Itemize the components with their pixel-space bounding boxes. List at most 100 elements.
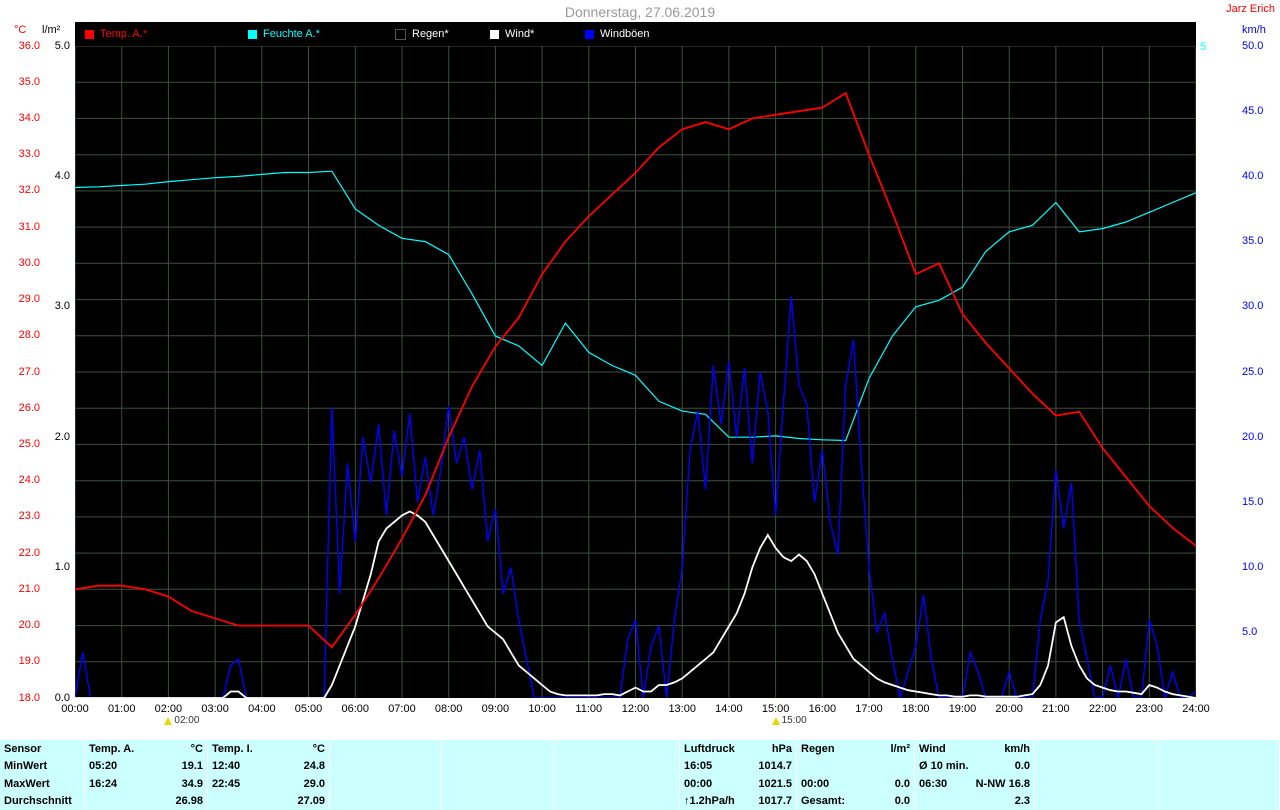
cell-time: Temp. I. <box>212 742 253 755</box>
table-cell-wind: 06:30 N-NW 16.8 <box>915 775 1035 793</box>
cell-time: Luftdruck <box>684 742 735 755</box>
series-Temp. A.* <box>75 91 1196 649</box>
wind-axis-tick: 50.0 <box>1242 39 1264 52</box>
cell-time: 12:40 <box>212 760 241 773</box>
cell-value: 1017.7 <box>758 795 792 808</box>
legend-item-2: Regen* <box>395 27 449 41</box>
x-axis-label: 20:00 <box>995 703 1023 715</box>
wind-axis-tick: 20.0 <box>1242 430 1264 443</box>
wind-axis-caption: km/h <box>1242 24 1266 36</box>
cell-time: 22:45 <box>212 777 241 790</box>
x-axis-label: 11:00 <box>575 703 603 715</box>
table-cell-regen: Gesamt: 0.0 <box>797 792 915 810</box>
temp-axis-tick: 27.0 <box>18 365 40 378</box>
table-cell-spacer5 <box>1158 757 1280 775</box>
legend-swatch-icon <box>395 28 406 40</box>
rain-axis-tick: 2.0 <box>54 430 70 443</box>
cell-value: 26.98 <box>175 795 203 808</box>
cell-value: 0.0 <box>1014 760 1030 773</box>
wind-axis-tick: 25.0 <box>1242 365 1264 378</box>
cell-time: 00:00 <box>684 777 713 790</box>
table-cell-luftdruck: ↑1.2hPa/h 1017.7 <box>680 792 797 810</box>
cell-time: 00:00 <box>801 777 830 790</box>
temp-axis-tick: 19.0 <box>18 655 40 668</box>
x-axis-label: 08:00 <box>434 703 463 715</box>
cell-time: Temp. A. <box>89 742 135 755</box>
table-cell-wind: Wind km/h <box>915 740 1035 758</box>
marker-time-label: 15:00 <box>781 715 807 726</box>
legend-label: Wind* <box>505 28 535 40</box>
cell-value: l/m² <box>890 742 910 755</box>
temp-axis-tick: 23.0 <box>18 510 40 523</box>
temp-axis-tick: 28.0 <box>18 329 40 342</box>
x-axis-label: 00:00 <box>61 703 89 715</box>
table-cell-wind: 2.3 <box>915 792 1035 810</box>
cell-time: Gesamt: <box>801 795 846 808</box>
wind-axis-tick: 40.0 <box>1242 169 1264 182</box>
cell-value: 34.9 <box>181 777 203 790</box>
cell-value: 0.0 <box>894 777 910 790</box>
table-cell-luftdruck: 16:05 1014.7 <box>680 757 797 775</box>
x-axis-label: 09:00 <box>481 703 510 715</box>
legend-swatch-icon <box>585 29 594 39</box>
temp-axis-tick: 26.0 <box>18 401 40 414</box>
cell-time: 16:05 <box>684 760 713 773</box>
table-row-label: MinWert <box>0 757 85 775</box>
table-cell-temp_a: Temp. A. °C <box>85 740 208 758</box>
cell-value: °C <box>312 742 325 755</box>
cell-time: 06:30 <box>919 777 948 790</box>
temp-axis-tick: 35.0 <box>18 75 40 88</box>
time-marker: 02:00 <box>164 715 199 726</box>
cell-value: 19.1 <box>181 760 203 773</box>
legend-swatch-icon <box>248 29 257 39</box>
marker-flag-icon <box>771 716 780 725</box>
rain-axis-tick: 4.0 <box>54 169 70 182</box>
x-axis-label: 17:00 <box>855 703 883 715</box>
temp-axis-tick: 24.0 <box>18 474 40 487</box>
cell-value: 0.0 <box>894 795 910 808</box>
temp-axis-tick: 25.0 <box>18 437 40 450</box>
table-cell-temp_i: 22:45 29.0 <box>208 775 330 793</box>
table-row-label: MaxWert <box>0 775 85 793</box>
x-axis-label: 12:00 <box>621 703 650 715</box>
x-axis-label: 07:00 <box>388 703 416 715</box>
cell-value: 2.3 <box>1014 795 1030 808</box>
table-row-label: Durchschnitt <box>0 792 85 810</box>
table-cell-spacer2 <box>441 740 555 758</box>
temp-axis-tick: 21.0 <box>18 582 40 595</box>
cell-value: 27.09 <box>297 795 325 808</box>
temp-axis-caption: °C <box>14 24 27 36</box>
marker-time-label: 02:00 <box>174 715 200 726</box>
table-cell-regen: 00:00 0.0 <box>797 775 915 793</box>
x-axis-label: 22:00 <box>1088 703 1117 715</box>
cell-value: N-NW 16.8 <box>975 777 1030 790</box>
legend-label: Feuchte A.* <box>263 28 320 40</box>
cell-value: °C <box>190 742 203 755</box>
table-cell-spacer3 <box>555 740 680 758</box>
table-cell-spacer1 <box>330 792 441 810</box>
temp-axis-tick: 34.0 <box>18 111 40 124</box>
x-axis-label: 13:00 <box>668 703 696 715</box>
table-cell-spacer5 <box>1158 775 1280 793</box>
stats-table: Sensor Temp. A. °C Temp. I. °C Luftdruck hPa Re… <box>0 740 1280 810</box>
legend-item-3: Wind* <box>490 27 534 41</box>
table-row-label: Sensor <box>0 740 85 758</box>
legend-item-0: Temp. A.* <box>85 27 147 41</box>
temp-axis-tick: 29.0 <box>18 293 40 306</box>
wind-axis-tick: 30.0 <box>1242 300 1264 313</box>
rain-axis-tick: 5.0 <box>54 39 70 52</box>
table-cell-spacer4 <box>1035 775 1158 793</box>
rain-axis-tick: 1.0 <box>54 561 70 574</box>
table-cell-wind: Ø 10 min. 0.0 <box>915 757 1035 775</box>
table-cell-temp_i: 27.09 <box>208 792 330 810</box>
station-owner: Jarz Erich <box>1226 3 1275 15</box>
legend-label: Temp. A.* <box>100 28 148 40</box>
table-cell-spacer2 <box>441 757 555 775</box>
legend-label: Windböen <box>600 28 650 40</box>
series-Windböen <box>75 296 1196 698</box>
legend-item-4: Windböen <box>585 27 650 41</box>
x-axis-label: 23:00 <box>1135 703 1164 715</box>
wind-axis-tick: 35.0 <box>1242 235 1264 248</box>
table-cell-temp_i: 12:40 24.8 <box>208 757 330 775</box>
